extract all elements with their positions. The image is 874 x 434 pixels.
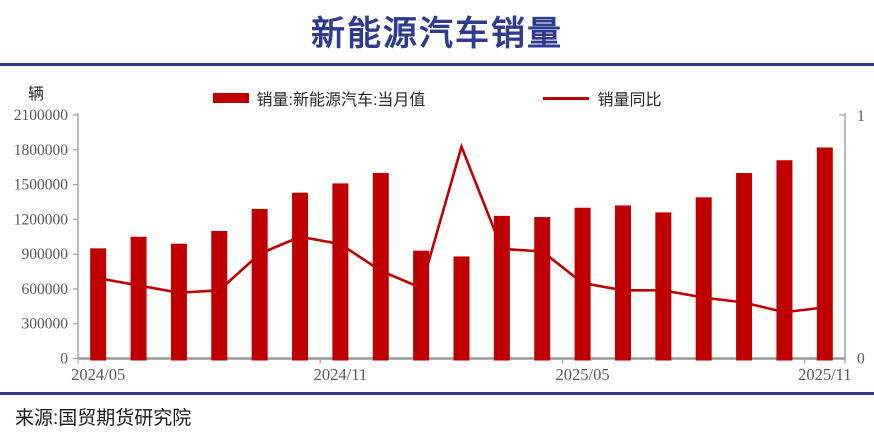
x-axis-label: 2025/05 [556, 365, 610, 384]
sales-bar [90, 248, 107, 361]
source-text: 来源:国贸期货研究院 [15, 408, 192, 429]
sales-bar [251, 208, 268, 361]
sales-bar [655, 212, 672, 361]
x-axis-label: 2025/11 [798, 365, 851, 384]
sales-bar [614, 205, 631, 361]
sales-bar [493, 215, 510, 361]
bottom-divider [0, 392, 874, 395]
left-axis-label: 1800000 [14, 142, 69, 159]
sales-bar [695, 197, 712, 361]
top-divider [0, 63, 874, 66]
left-axis-label: 0 [60, 351, 68, 368]
sales-bar [534, 217, 551, 361]
sales-bar [211, 230, 228, 361]
left-axis-label: 1500000 [14, 177, 69, 194]
sales-bar [776, 160, 793, 361]
left-axis-label: 900000 [22, 246, 69, 263]
left-axis-label: 600000 [22, 281, 69, 298]
right-axis-label: 0 [857, 351, 865, 368]
sales-bar [736, 172, 753, 361]
sales-bar [332, 183, 349, 361]
chart-title: 新能源汽车销量 [311, 15, 563, 53]
left-axis-label: 1200000 [14, 211, 69, 228]
y-axis-unit-label: 辆 [28, 86, 45, 103]
sales-bar [170, 243, 187, 361]
x-axis-label: 2024/05 [71, 365, 125, 384]
sales-bar [372, 172, 389, 361]
sales-bar [130, 236, 147, 361]
yoy-line [97, 142, 825, 314]
right-axis-label: 1 [857, 108, 865, 125]
sales-bar [292, 192, 309, 361]
left-axis-label: 300000 [22, 316, 69, 333]
left-axis-label: 2100000 [14, 107, 69, 124]
sales-bar [453, 256, 470, 361]
x-axis-label: 2024/11 [314, 365, 367, 384]
sales-bar [816, 147, 833, 361]
